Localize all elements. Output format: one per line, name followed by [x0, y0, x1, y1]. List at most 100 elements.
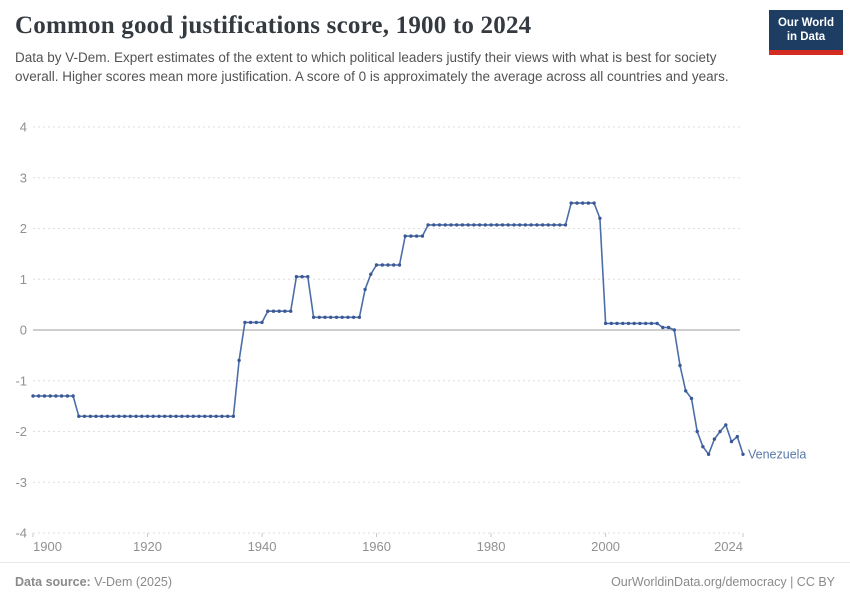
chart-header: Common good justifications score, 1900 t… [15, 12, 835, 86]
y-tick-label: 0 [20, 323, 27, 338]
data-point [94, 414, 98, 418]
y-tick-label: 3 [20, 170, 27, 185]
data-point [226, 414, 230, 418]
data-point [437, 223, 442, 227]
data-point [615, 321, 619, 326]
data-point [88, 414, 93, 418]
owid-logo-line2: in Data [786, 31, 826, 44]
data-point [260, 320, 264, 325]
data-point [666, 325, 671, 330]
data-point [306, 275, 310, 279]
data-point [495, 223, 499, 227]
data-point [180, 414, 184, 418]
data-point [386, 263, 390, 267]
data-point [581, 201, 585, 205]
data-point [163, 414, 167, 418]
data-point [220, 414, 224, 418]
data-point [443, 223, 447, 227]
data-point [546, 223, 550, 227]
data-point [460, 223, 465, 227]
data-point [237, 358, 241, 363]
data-point [48, 394, 52, 398]
y-tick-label: -4 [15, 526, 27, 541]
data-point [283, 309, 287, 313]
data-point [529, 223, 533, 227]
data-point [254, 320, 258, 325]
data-point [203, 414, 207, 418]
data-point [621, 321, 625, 326]
data-point [380, 263, 384, 267]
y-tick-label: 4 [20, 120, 27, 135]
series-end-label: Venezuela [748, 447, 806, 461]
data-point [523, 223, 528, 227]
data-point [409, 234, 413, 238]
data-point [489, 223, 493, 227]
data-point [689, 396, 694, 401]
data-point [735, 434, 739, 439]
data-point [483, 223, 487, 227]
data-point [477, 223, 482, 227]
x-tick-label: 1940 [248, 539, 277, 554]
data-point [65, 394, 70, 398]
data-point [563, 223, 568, 227]
line-chart-canvas: 4 3 2 1 0 -1 -2 -3 -4 1900 1920 1940 1960 1980 2000 202… [15, 120, 806, 555]
data-point [426, 223, 430, 227]
credit-url-link[interactable]: OurWorldinData.org/democracy [611, 574, 787, 589]
data-point [214, 414, 218, 418]
data-point [174, 414, 178, 418]
owid-logo[interactable]: Our World in Data [769, 10, 843, 55]
data-point [695, 429, 699, 434]
data-point [277, 309, 281, 313]
data-point [77, 414, 81, 418]
data-point [37, 394, 41, 398]
chart-title: Common good justifications score, 1900 t… [15, 12, 532, 39]
data-point [157, 414, 161, 418]
data-point [185, 414, 190, 418]
data-source-value: V-Dem (2025) [90, 574, 173, 589]
data-point [140, 414, 144, 418]
data-point [82, 414, 87, 418]
data-source-label: Data source: [15, 574, 91, 589]
data-point [351, 315, 356, 319]
y-tick-label: 1 [20, 272, 27, 287]
y-tick-label: -3 [15, 475, 27, 490]
data-point [552, 223, 556, 227]
data-point [500, 223, 505, 227]
data-point [432, 223, 436, 227]
data-point [334, 315, 339, 319]
x-tick-label: 2024 [714, 539, 743, 554]
data-point [661, 325, 665, 330]
data-point [59, 394, 64, 398]
data-point [374, 263, 379, 267]
data-point [117, 414, 121, 418]
y-tick-label: -2 [15, 424, 27, 439]
x-tick-label: 1900 [33, 539, 62, 554]
data-point [414, 234, 419, 238]
x-tick-label: 1980 [477, 539, 506, 554]
data-point [592, 201, 596, 205]
data-point [346, 315, 350, 319]
footer-credit: OurWorldinData.org/democracy | CC BY [611, 575, 835, 589]
data-point [363, 287, 367, 292]
data-point [472, 223, 476, 227]
data-point [231, 414, 236, 418]
data-point [311, 315, 316, 319]
data-point [329, 315, 333, 319]
data-point [105, 414, 110, 418]
data-point [724, 423, 728, 427]
data-point [684, 389, 688, 393]
data-point [598, 216, 602, 220]
data-point [323, 315, 327, 319]
data-point [701, 445, 705, 449]
data-point [655, 321, 659, 326]
data-point [151, 414, 155, 418]
data-point [100, 414, 104, 418]
data-point [626, 321, 631, 326]
data-point [191, 414, 195, 418]
data-point [638, 321, 642, 326]
data-point [741, 452, 745, 456]
data-point [632, 321, 636, 326]
data-point [449, 223, 453, 227]
data-point [31, 394, 35, 398]
